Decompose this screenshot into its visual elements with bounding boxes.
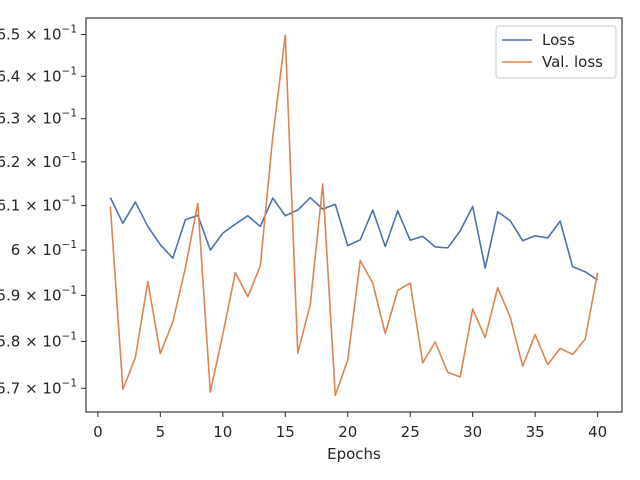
y-tick-label: 6.3 × 10−1	[0, 108, 77, 128]
x-tick-label: 10	[213, 423, 232, 441]
series-line-val-loss	[109, 34, 599, 397]
plot-frame	[85, 17, 623, 413]
x-tick-label: 30	[463, 423, 482, 441]
x-tick-label: 40	[588, 423, 607, 441]
legend: Loss Val. loss	[495, 25, 617, 79]
series-line-loss	[109, 196, 599, 281]
y-tick-label: 5.8 × 10−1	[0, 330, 77, 350]
x-tick-label: 5	[156, 423, 166, 441]
y-tick-label: 6 × 10−1	[11, 239, 77, 259]
legend-box	[495, 25, 617, 79]
y-tick-label: 5.7 × 10−1	[0, 377, 77, 397]
x-axis-label: Epochs	[327, 445, 381, 463]
legend-label: Val. loss	[542, 53, 603, 71]
y-tick-label: 6.4 × 10−1	[0, 65, 77, 85]
x-tick-label: 25	[401, 423, 420, 441]
x-tick-label: 35	[526, 423, 545, 441]
legend-label: Loss	[542, 31, 575, 49]
series-layer	[109, 34, 599, 397]
x-axis: 0 5 10 15 20 25 30 35 40	[93, 412, 607, 441]
y-axis: 5.7 × 10−1 5.8 × 10−1 5.9 × 10−1 6 × 10−1 6.…	[0, 24, 86, 397]
y-tick-label: 6.1 × 10−1	[0, 195, 77, 215]
y-tick-label: 6.2 × 10−1	[0, 151, 77, 171]
y-tick-label: 5.9 × 10−1	[0, 284, 77, 304]
x-tick-label: 15	[276, 423, 295, 441]
x-tick-label: 20	[338, 423, 357, 441]
x-tick-label: 0	[93, 423, 103, 441]
y-tick-label: 6.5 × 10−1	[0, 24, 77, 44]
plot-area	[85, 17, 623, 413]
